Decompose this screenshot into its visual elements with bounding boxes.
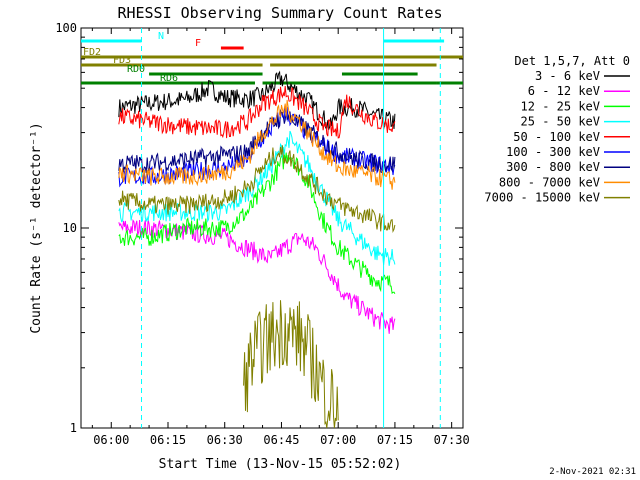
x-tick-label-2: 06:30 bbox=[207, 433, 243, 447]
y-tick-label-2: 100 bbox=[55, 21, 77, 35]
series-line-8 bbox=[118, 145, 396, 234]
flag-n-label: N bbox=[158, 31, 164, 42]
x-tick-label-5: 07:15 bbox=[377, 433, 413, 447]
flag-f-label: F bbox=[195, 38, 201, 49]
legend-label-3: 25 - 50 keV bbox=[521, 115, 600, 129]
x-tick-label-4: 07:00 bbox=[320, 433, 356, 447]
series-line-7 bbox=[118, 99, 396, 190]
legend-title: Det 1,5,7, Att 0 bbox=[514, 54, 630, 68]
y-tick-label-1: 10 bbox=[63, 221, 77, 235]
chart-title: RHESSI Observing Summary Count Rates bbox=[117, 4, 442, 22]
series-line-2 bbox=[118, 152, 396, 295]
x-axis-label: Start Time (13-Nov-15 05:52:02) bbox=[159, 457, 402, 472]
legend-label-8: 7000 - 15000 keV bbox=[484, 191, 600, 205]
series-line-4 bbox=[118, 86, 396, 139]
x-tick-label-3: 06:45 bbox=[263, 433, 299, 447]
legend-label-4: 50 - 100 keV bbox=[513, 130, 600, 144]
legend-label-1: 6 - 12 keV bbox=[528, 84, 600, 98]
footer-date: 2-Nov-2021 02:31 bbox=[549, 467, 636, 477]
legend-label-6: 300 - 800 keV bbox=[506, 160, 600, 174]
gamma-count-trace bbox=[243, 300, 339, 429]
x-tick-label-0: 06:00 bbox=[93, 433, 129, 447]
flag-rd6-label: RD6 bbox=[160, 73, 178, 84]
y-axis-label: Count Rate (s⁻¹ detector⁻¹) bbox=[29, 122, 44, 333]
series-lines bbox=[118, 70, 396, 429]
flag-rd0-label: RD0 bbox=[127, 64, 145, 75]
x-tick-label-1: 06:15 bbox=[150, 433, 186, 447]
legend-label-5: 100 - 300 keV bbox=[506, 145, 600, 159]
flag-fd2-label: FD2 bbox=[83, 47, 101, 58]
legend-label-0: 3 - 6 keV bbox=[535, 69, 600, 83]
x-tick-label-6: 07:30 bbox=[434, 433, 470, 447]
y-tick-label-0: 1 bbox=[70, 421, 77, 435]
legend-label-2: 12 - 25 keV bbox=[521, 99, 600, 113]
flag-fd3-label: FD3 bbox=[113, 55, 131, 66]
axes: 06:00 06:15 06:30 06:45 07:00 07:15 07:30 1 10 10… bbox=[55, 21, 469, 447]
night-boundaries bbox=[141, 28, 441, 428]
legend-label-7: 800 - 7000 keV bbox=[499, 175, 600, 189]
